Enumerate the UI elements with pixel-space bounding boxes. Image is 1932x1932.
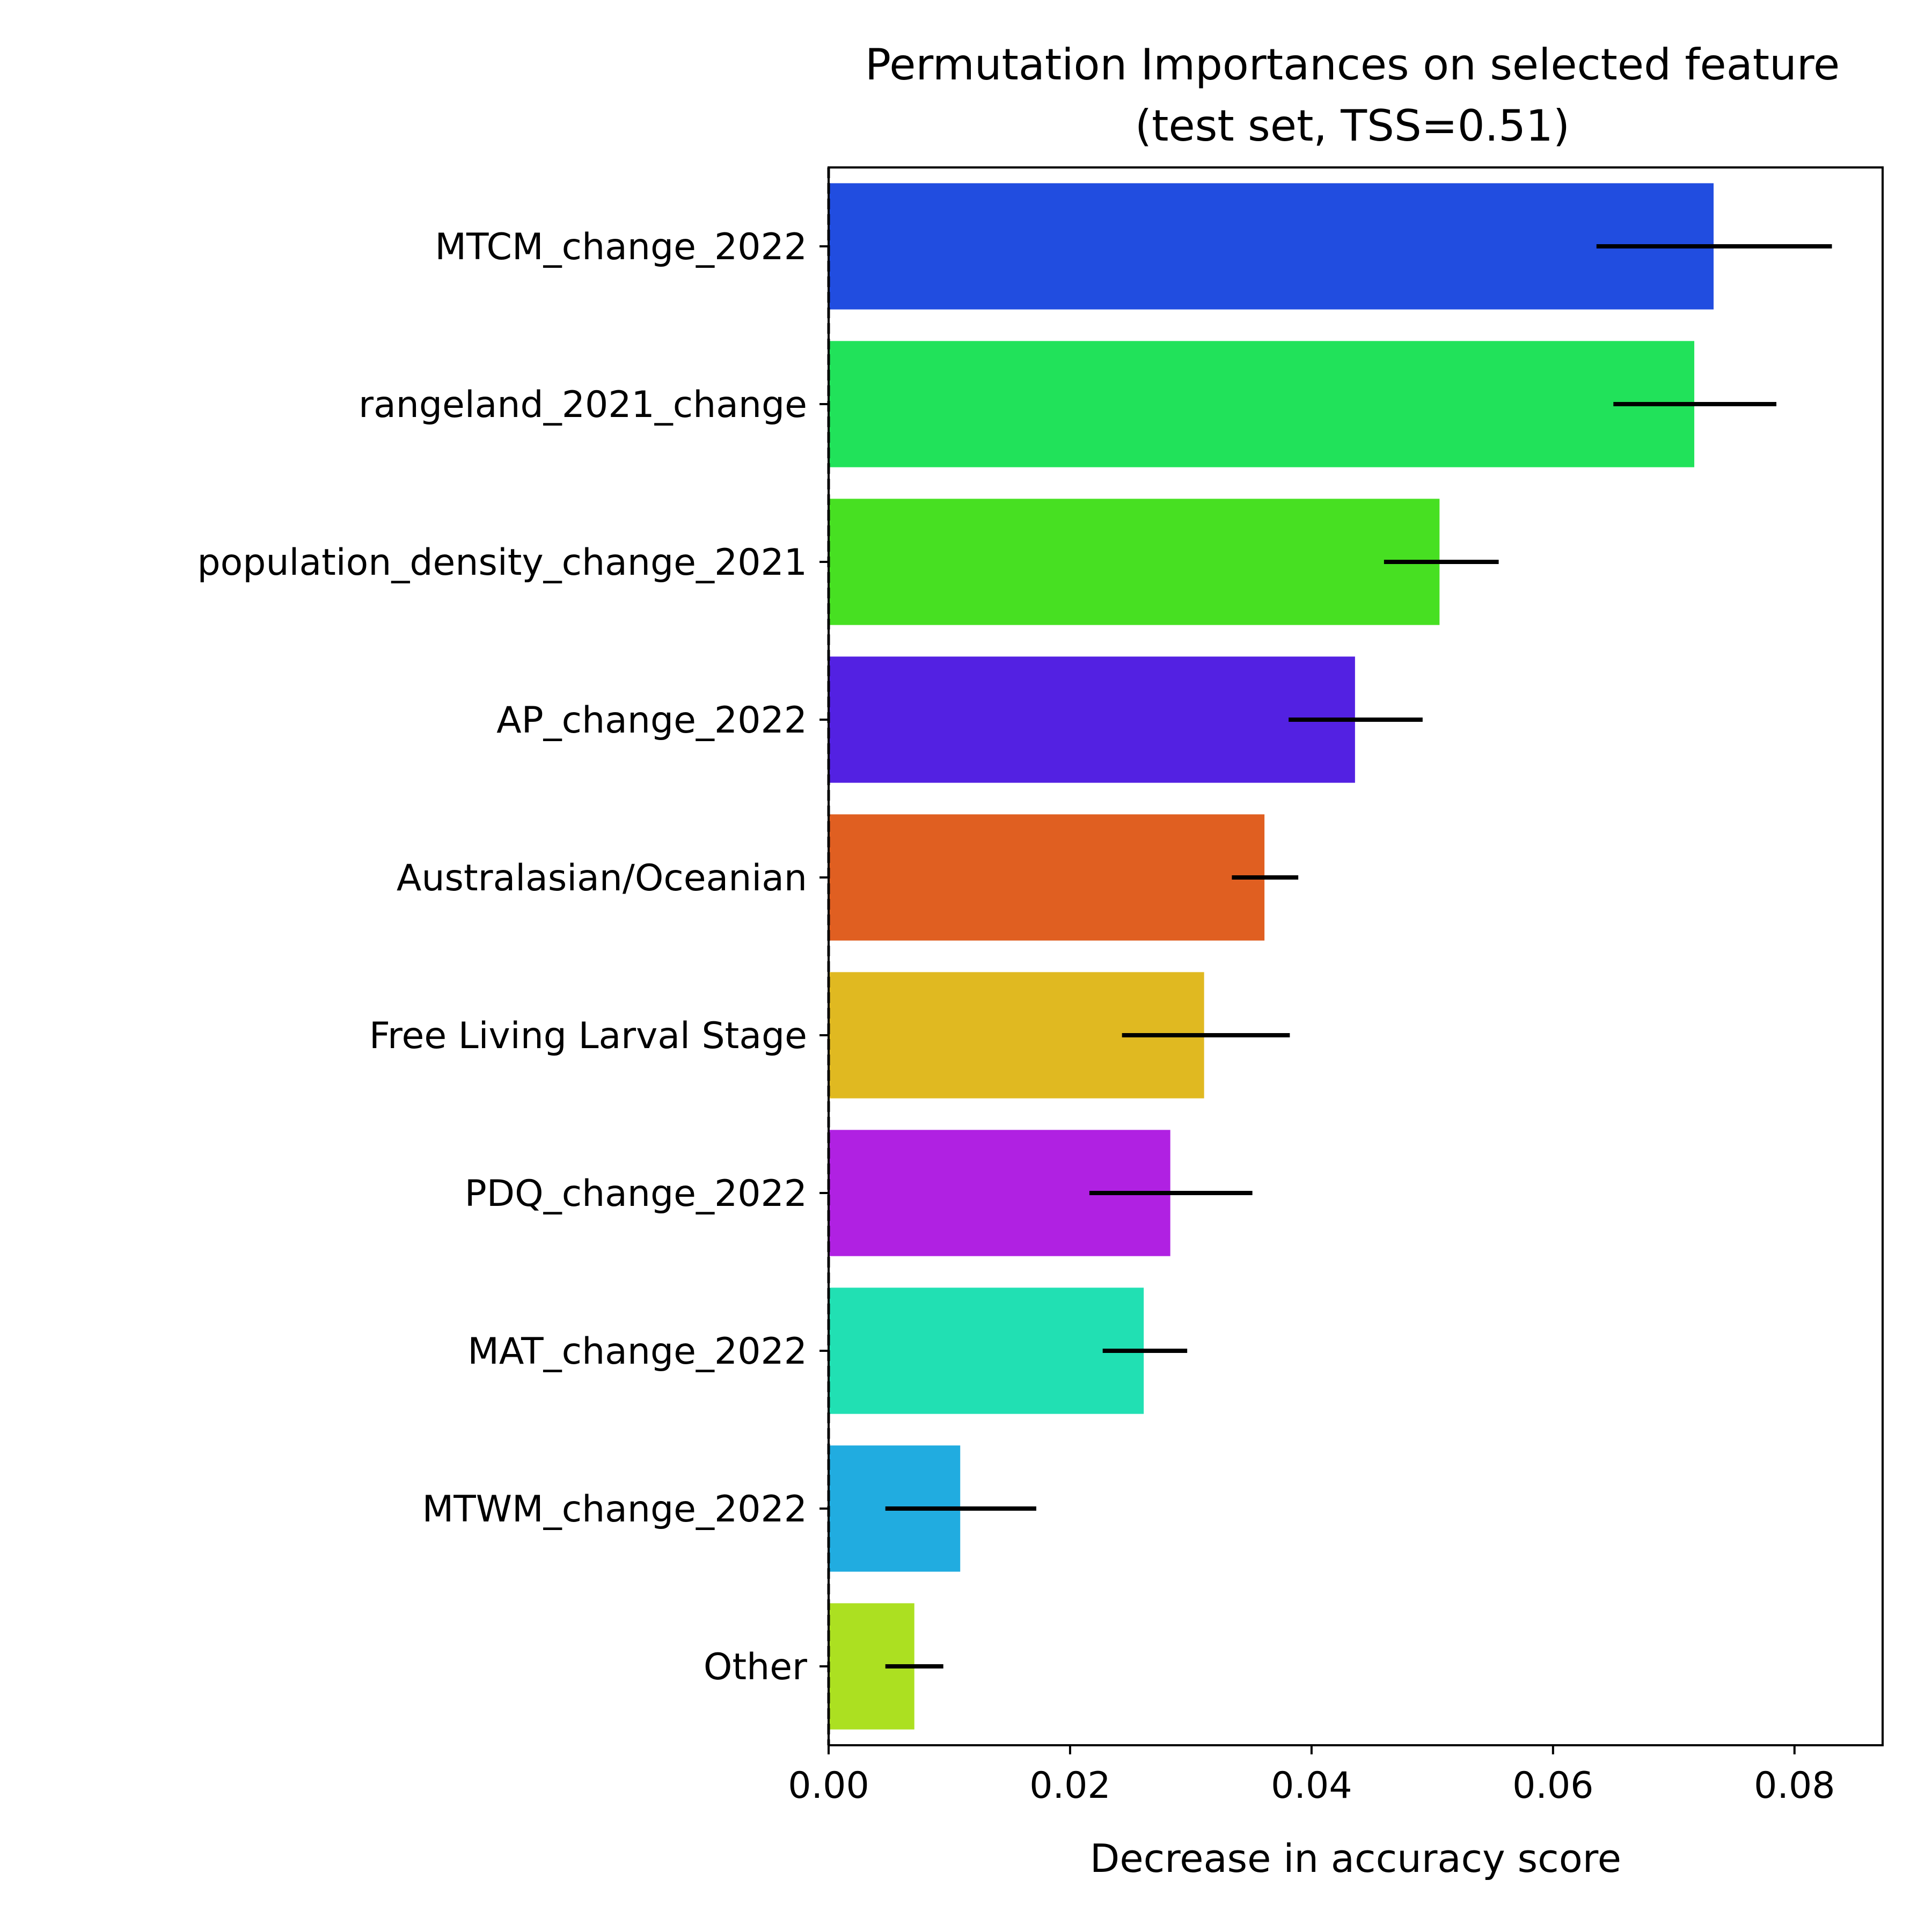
y-tick-label: MAT_change_2022 <box>467 1330 807 1373</box>
bar <box>829 183 1714 310</box>
error-bars-layer <box>885 244 1832 1668</box>
y-tick-label: MTWM_change_2022 <box>422 1488 807 1531</box>
x-axis-label: Decrease in accuracy score <box>1090 1836 1621 1881</box>
y-tick-label: PDQ_change_2022 <box>465 1173 807 1215</box>
y-tick-label: rangeland_2021_change <box>358 384 807 426</box>
x-axis-ticks: 0.00 0.02 0.04 0.06 0.08 <box>788 1745 1835 1807</box>
y-tick-label: AP_change_2022 <box>496 699 807 742</box>
x-tick-label: 0.02 <box>1029 1765 1110 1807</box>
y-tick-label: Free Living Larval Stage <box>369 1015 807 1057</box>
y-tick-label: MTCM_change_2022 <box>435 226 807 268</box>
bar <box>829 499 1440 625</box>
bar <box>829 341 1695 467</box>
y-tick-label: Australasian/Oceanian <box>397 857 807 899</box>
plot-area-frame <box>828 166 1884 1746</box>
bar <box>829 1287 1144 1414</box>
x-tick-label: 0.06 <box>1512 1765 1593 1807</box>
x-tick-label: 0.08 <box>1754 1765 1835 1807</box>
bar <box>829 656 1355 783</box>
chart-title: Permutation Importances on selected feat… <box>865 40 1840 90</box>
x-tick-label: 0.00 <box>788 1765 869 1807</box>
y-axis-ticks: MTCM_change_2022 rangeland_2021_changepop… <box>197 226 829 1688</box>
y-tick-label: population_density_change_2021 <box>197 541 807 584</box>
x-tick-label: 0.04 <box>1271 1765 1352 1807</box>
bars-layer <box>829 183 1714 1730</box>
bar <box>829 814 1265 941</box>
y-tick-label: Other <box>704 1646 807 1688</box>
chart-subtitle: (test set, TSS=0.51) <box>1135 101 1570 151</box>
